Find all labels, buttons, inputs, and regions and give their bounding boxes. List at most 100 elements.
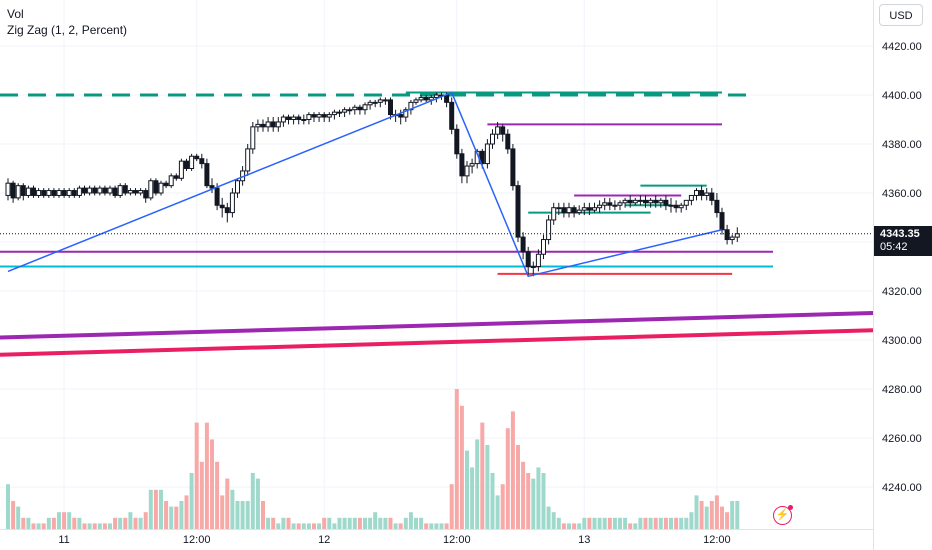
zigzag-layer [7,91,723,278]
candle-body [403,109,409,118]
candle-body [189,155,195,169]
price-tick-label: 4380.00 [882,139,922,151]
candle-body [398,114,404,118]
candle-body [87,187,93,194]
volume-bar [57,512,61,529]
price-axis[interactable]: 4420.004400.004380.004360.004340.004320.… [882,41,922,494]
candle-body [627,199,633,204]
volume-bar [607,517,612,529]
candle-body [286,116,291,121]
candle-body [622,199,628,204]
volume-bar [510,411,515,529]
candle-body [688,194,694,201]
candle-body [280,116,286,123]
candle-body [699,190,705,196]
volume-bar [684,517,689,529]
volume-bar [485,445,490,529]
currency-button[interactable]: USD [879,4,923,26]
volume-bar [82,523,87,529]
candle-body [260,123,266,128]
volume-bar [189,473,194,529]
candle-body [719,212,725,231]
volume-bar [97,523,102,529]
volume-bar [500,484,505,529]
candle-body [326,114,332,118]
volume-bar [352,517,357,529]
volume-bar [138,517,143,529]
candle-body [250,126,256,150]
volume-bar [674,517,679,529]
volume-bar [164,501,169,529]
volume-bar [648,517,653,529]
candle-body [592,207,597,211]
candle-body [525,251,531,268]
candle-body [637,199,643,202]
volume-bar [317,523,322,529]
candle-body [433,94,439,98]
candle-body [270,121,276,128]
candle-body [418,96,424,101]
volume-legend-label[interactable]: Vol [7,7,24,21]
candle-body [709,192,715,201]
candle-body [663,199,669,206]
candle-body [127,190,133,194]
volume-bar [51,517,56,529]
candle-body [117,185,123,196]
price-tick-label: 4280.00 [882,384,922,396]
candle-body [668,204,674,207]
volume-bar [490,473,495,529]
volume-bar [143,512,148,529]
candle-body [229,192,235,214]
volume-bar [669,517,673,529]
volume-bar [536,467,541,529]
candle-body [20,185,26,196]
candle-body [66,190,72,196]
volume-bar [261,501,265,529]
volume-bar [582,517,587,529]
volume-bar [577,523,582,529]
candle-body [56,190,62,196]
candle-body [46,190,52,196]
candle-body [36,190,42,196]
time-tick-label: 12 [318,534,330,546]
volume-bar [551,512,556,529]
candle-body [245,148,251,172]
zigzag-legend-label[interactable]: Zig Zag (1, 2, Percent) [7,23,128,37]
candle-body [209,185,215,189]
candle-body [653,199,659,204]
volume-bar [210,439,214,529]
volume-bar [113,517,118,529]
volume-bar [663,517,668,529]
candle-body [413,99,419,103]
candle-body [535,253,541,267]
candle-body [107,187,113,194]
candle-body [337,111,342,114]
price-tick-label: 4420.00 [882,41,922,53]
volume-bar [230,489,235,529]
volume-bar [179,501,184,529]
volume-bar [398,523,403,529]
volume-bar [322,517,327,529]
volume-bar [521,461,526,529]
volume-bar [597,517,602,529]
time-axis[interactable]: 11 12:00 12 12:00 13 12:00 [58,534,730,546]
candle-body [133,190,138,194]
candle-body [541,239,546,255]
time-tick-label: 12:00 [443,534,471,546]
candle-body [586,207,592,211]
candle-body [362,104,368,111]
candle-body [296,116,302,121]
volume-bar [332,523,337,529]
volume-bar [735,501,740,529]
price-tick-label: 4260.00 [882,433,922,445]
volume-bar [128,512,133,529]
volume-bar [587,517,592,529]
lightning-icon[interactable]: ⚡ [773,505,793,525]
volume-bar [694,495,699,529]
volume-bar [87,523,92,529]
volume-bar [347,517,352,529]
last-price-label: 4343.35 05:42 [874,226,932,256]
candle-body [168,175,174,187]
candle-body [51,190,57,196]
